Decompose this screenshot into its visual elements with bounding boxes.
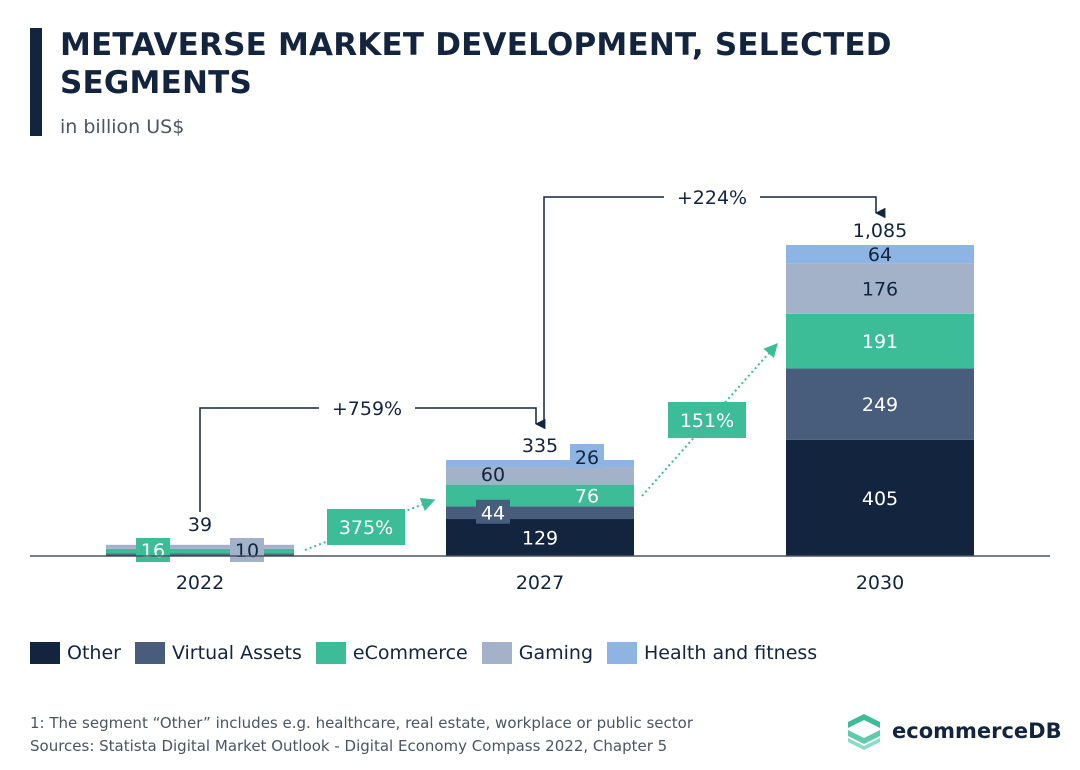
ecommerce-growth-box-2022-2027 [327, 509, 405, 545]
growth-arrow-2022-2027 [415, 407, 546, 430]
segment-label-box-gaming-2022 [230, 538, 264, 562]
bar-segment-health-and-fitness-2027 [446, 459, 634, 468]
segment-label-other-2030: 405 [862, 488, 898, 510]
footnote-other-definition: 1: The segment “Other” includes e.g. hea… [30, 714, 694, 732]
legend-label-other: Other [67, 642, 121, 664]
legend-label-gaming: Gaming [518, 642, 594, 664]
bar-segment-ecommerce-2022 [106, 548, 294, 554]
legend-item-virtual-assets: Virtual Assets [134, 642, 302, 664]
total-growth-label-2027-2030: +224% [677, 187, 747, 209]
bar-segment-virtual-assets-2030 [786, 368, 974, 440]
legend-swatch-virtual-assets [134, 642, 165, 664]
legend-label-health-fitness: Health and fitness [644, 642, 818, 664]
footnote: 1: The segment “Other” includes e.g. hea… [30, 712, 693, 758]
ecommercedb-logo-icon [848, 714, 880, 750]
total-label-2022: 39 [188, 514, 212, 536]
ecommerce-growth-box-2027-2030 [668, 402, 746, 438]
legend-item-health-fitness: Health and fitness [607, 642, 817, 664]
bar-segment-gaming-2027 [446, 467, 634, 485]
chart-subtitle: in billion US$ [60, 116, 185, 138]
footnote-sources: Sources: Statista Digital Market Outlook… [30, 737, 668, 755]
chart-title: METAVERSE MARKET DEVELOPMENT, SELECTED S… [60, 27, 892, 101]
total-label-2030: 1,085 [853, 220, 907, 242]
segment-label-ecommerce-2022: 16 [141, 540, 165, 562]
brand-name: ecommerceDB [892, 719, 1062, 743]
bar-segment-health-and-fitness-2030 [786, 245, 974, 264]
bar-segment-ecommerce-2027 [446, 484, 634, 507]
bar-segment-gaming-2030 [786, 263, 974, 314]
stacked-bar-chart: 39 335 1,085 129 405 44 249 16 76 191 10 60 176 26 64 +… [30, 187, 1050, 594]
growth-arrow-2027-2030 [760, 196, 886, 219]
segment-label-health-and-fitness-2027: 26 [575, 447, 599, 469]
segment-label-ecommerce-2030: 191 [862, 331, 898, 353]
legend-item-other: Other [30, 642, 121, 664]
bar-segment-other-2030 [786, 439, 974, 556]
segment-label-gaming-2027: 60 [481, 464, 505, 486]
x-tick-label-2030: 2030 [856, 572, 904, 594]
segment-label-health-and-fitness-2030: 64 [868, 244, 892, 266]
segment-label-virtual-assets-2030: 249 [862, 394, 898, 416]
segment-label-box-ecommerce-2022 [136, 538, 170, 562]
title-accent-bar [30, 28, 42, 136]
legend-label-virtual-assets: Virtual Assets [171, 642, 302, 664]
legend-swatch-health-fitness [607, 642, 638, 664]
segment-label-gaming-2022: 10 [235, 540, 259, 562]
segment-label-other-2027: 129 [522, 528, 558, 550]
growth-bracket-left-2022-2027 [199, 407, 319, 512]
bar-segment-virtual-assets-2027 [446, 506, 634, 520]
segment-label-ecommerce-2027: 76 [575, 486, 599, 508]
growth-bracket-left-2027-2030 [543, 196, 664, 422]
legend-swatch-ecommerce [315, 642, 346, 664]
legend-swatch-gaming [481, 642, 512, 664]
bar-segment-health-and-fitness-2022 [106, 544, 294, 546]
bar-segment-ecommerce-2030 [786, 313, 974, 369]
legend-item-ecommerce: eCommerce [315, 642, 468, 664]
ecommerce-growth-arrow-2022-2027 [304, 498, 436, 551]
bar-segment-other-2027 [446, 519, 634, 556]
legend-item-gaming: Gaming [481, 642, 594, 664]
legend-swatch-other [30, 642, 60, 664]
x-tick-label-2027: 2027 [516, 572, 564, 594]
segment-label-gaming-2030: 176 [862, 279, 898, 301]
ecommerce-growth-label-2022-2027: 375% [339, 517, 393, 539]
bar-segment-gaming-2022 [106, 545, 294, 549]
ecommerce-growth-label-2027-2030: 151% [680, 410, 734, 432]
bar-segment-virtual-assets-2022 [106, 553, 294, 555]
segment-label-virtual-assets-2027: 44 [481, 503, 505, 525]
x-tick-label-2022: 2022 [176, 572, 224, 594]
legend-label-ecommerce: eCommerce [352, 642, 468, 664]
segment-label-box-health-and-fitness-2027 [570, 443, 604, 468]
brand-logo: ecommerceDB [846, 712, 1062, 750]
total-label-2027: 335 [522, 435, 558, 457]
legend: Other Virtual Assets eCommerce Gaming He… [30, 642, 831, 664]
segment-label-box-virtual-assets-2027 [476, 499, 510, 524]
total-growth-label-2022-2027: +759% [332, 398, 402, 420]
